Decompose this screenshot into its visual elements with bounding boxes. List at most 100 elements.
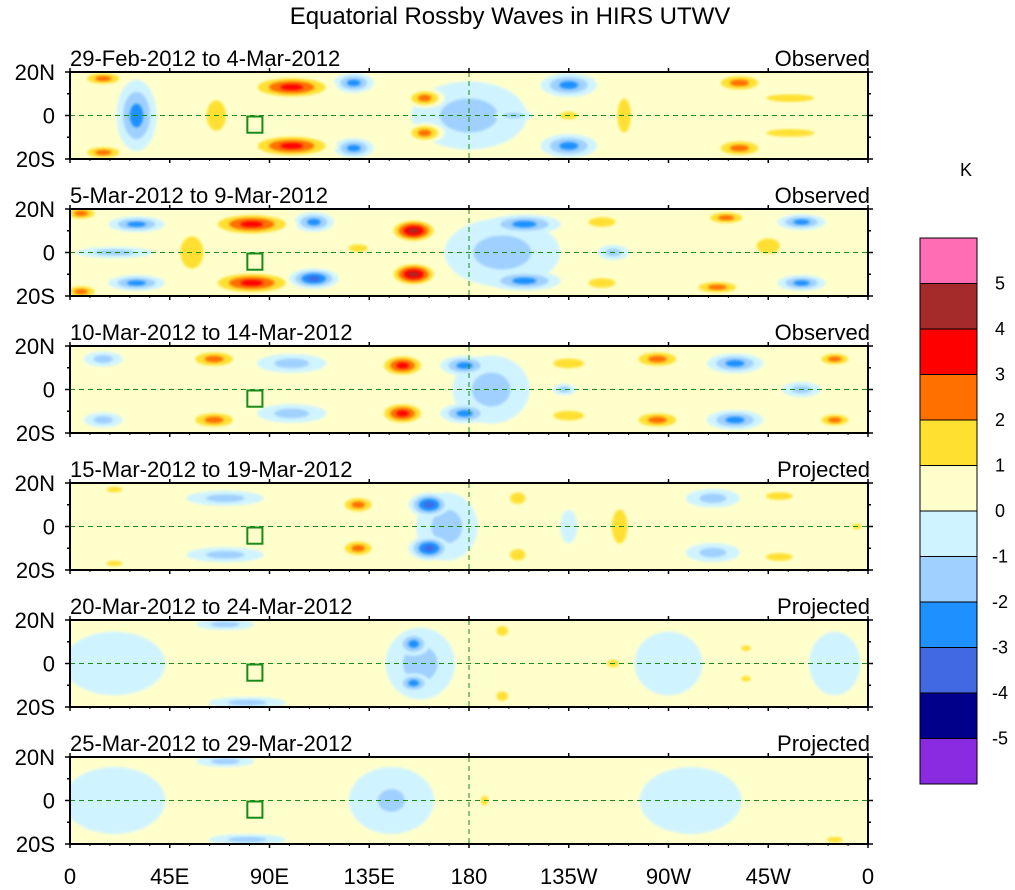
anomaly-contour (471, 372, 511, 407)
anomaly-contour (74, 210, 88, 216)
panel: 20N 0 20S 25-Mar-2012 to 29-Mar-2012 Project… (15, 731, 873, 857)
anomaly-contour (741, 675, 751, 682)
y-tick-label: 20S (16, 558, 55, 583)
anomaly-contour (639, 767, 742, 834)
anomaly-field (70, 620, 861, 707)
anomaly-contour (95, 75, 112, 82)
y-tick-label: 20S (16, 147, 55, 172)
anomaly-contour (240, 279, 264, 286)
colorbar-label: -5 (992, 729, 1008, 749)
anomaly-contour (423, 501, 435, 508)
anomaly-contour (127, 221, 146, 227)
panel-period-label: 10-Mar-2012 to 14-Mar-2012 (70, 320, 352, 345)
anomaly-contour (699, 493, 727, 503)
anomaly-contour (431, 509, 463, 544)
panel-status-label: Observed (775, 46, 870, 71)
anomaly-contour (280, 84, 304, 91)
y-tick-label: 20N (15, 60, 55, 85)
x-tick-label: 90W (646, 864, 691, 889)
y-tick-label: 0 (43, 378, 55, 403)
anomaly-contour (809, 631, 861, 696)
anomaly-contour (74, 289, 88, 295)
panel-status-label: Observed (775, 320, 870, 345)
region-box (246, 663, 264, 682)
anomaly-contour (553, 358, 585, 369)
panel-status-label: Observed (775, 183, 870, 208)
colorbar-label: 2 (995, 410, 1005, 430)
colorbar-label: -4 (992, 683, 1008, 703)
panel: 20N 0 20S 10-Mar-2012 to 14-Mar-2012 Observe… (15, 320, 873, 446)
anomaly-contour (588, 217, 616, 227)
anomaly-contour (510, 549, 526, 561)
anomaly-contour (127, 280, 146, 286)
y-tick-label: 20N (15, 745, 55, 770)
anomaly-contour (828, 356, 842, 362)
anomaly-contour (793, 280, 810, 286)
colorbar-label: 3 (995, 365, 1005, 385)
anomaly-contour (240, 221, 264, 228)
anomaly-contour (408, 271, 419, 277)
anomaly-contour (510, 492, 526, 504)
region-box (246, 389, 264, 408)
panel-status-label: Projected (777, 594, 870, 619)
anomaly-contour (307, 276, 321, 282)
colorbar-swatch (919, 738, 978, 785)
anomaly-contour (741, 645, 751, 652)
y-tick-label: 20N (15, 608, 55, 633)
anomaly-contour (348, 244, 368, 252)
x-tick-label: 0 (64, 864, 76, 889)
colorbar-swatch (919, 692, 978, 739)
anomaly-contour (408, 639, 419, 648)
anomaly-contour (765, 492, 793, 500)
x-tick-label: 90E (250, 864, 289, 889)
colorbar-swatch (919, 647, 978, 694)
anomaly-contour (347, 79, 361, 87)
anomaly-contour (93, 416, 113, 424)
x-tick-label: 45E (150, 864, 189, 889)
region-box (246, 526, 264, 545)
x-tick-label: 135E (344, 864, 395, 889)
anomaly-contour (707, 284, 727, 290)
region-box (246, 252, 264, 271)
anomaly-contour (718, 215, 735, 221)
anomaly-contour (423, 545, 435, 552)
anomaly-field (83, 349, 855, 430)
anomaly-contour (204, 416, 224, 424)
anomaly-field (79, 72, 839, 159)
anomaly-contour (588, 278, 616, 288)
anomaly-contour (725, 416, 745, 424)
anomaly-contour (496, 691, 509, 701)
y-tick-label: 20S (16, 695, 55, 720)
y-tick-label: 20N (15, 471, 55, 496)
y-tick-label: 0 (43, 515, 55, 540)
anomaly-contour (93, 355, 113, 363)
panel: 20N 0 20S 5-Mar-2012 to 9-Mar-2012 Observed (15, 183, 873, 309)
anomaly-contour (828, 417, 842, 423)
anomaly-contour (417, 94, 432, 102)
y-tick-label: 20S (16, 421, 55, 446)
y-tick-label: 20S (16, 832, 55, 857)
anomaly-contour (512, 220, 537, 228)
anomaly-contour (95, 149, 112, 156)
x-tick-label: 135W (540, 864, 598, 889)
panel: 20N 0 20S 15-Mar-2012 to 19-Mar-2012 Project… (15, 457, 873, 583)
anomaly-contour (766, 129, 815, 137)
anomaly-contour (377, 789, 405, 812)
anomaly-contour (456, 362, 473, 369)
panel-status-label: Projected (777, 457, 870, 482)
anomaly-contour (205, 550, 245, 559)
panel-period-label: 15-Mar-2012 to 19-Mar-2012 (70, 457, 352, 482)
anomaly-contour (827, 836, 843, 843)
colorbar: K 5 4 3 2 1 0 -1 -2 -3 -4 -5 (919, 160, 1008, 785)
region-box (246, 800, 264, 819)
anomaly-contour (766, 94, 815, 102)
anomaly-contour (351, 544, 365, 552)
anomaly-contour (228, 836, 267, 843)
anomaly-contour (559, 81, 579, 90)
colorbar-swatch (919, 237, 978, 284)
anomaly-contour (210, 621, 240, 628)
y-tick-label: 0 (43, 241, 55, 266)
anomaly-contour (558, 386, 571, 393)
anomaly-contour (210, 758, 240, 765)
anomaly-contour (106, 486, 123, 493)
